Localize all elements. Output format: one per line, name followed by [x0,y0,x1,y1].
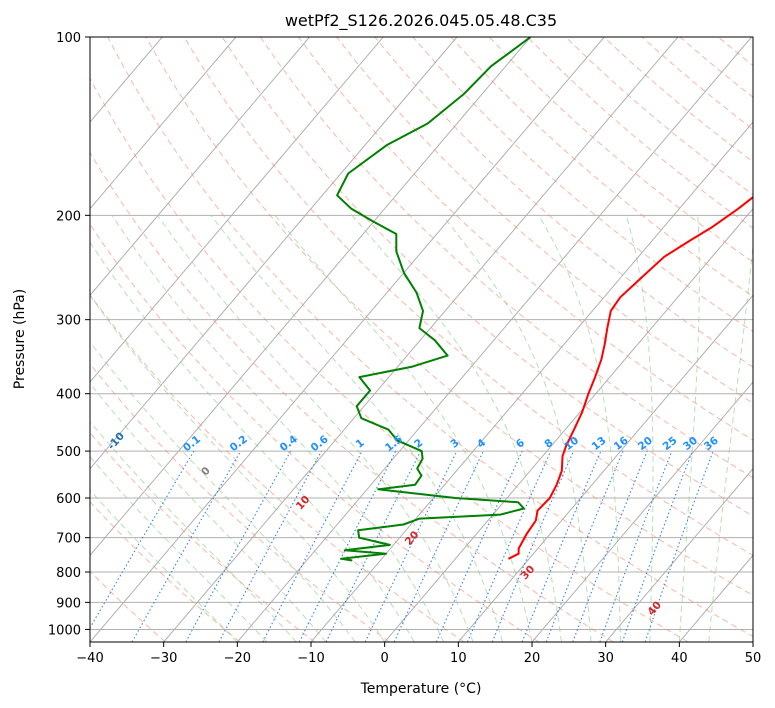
isotherm [90,37,237,210]
x-tick-label: −20 [224,651,251,666]
mixing-ratio-line [599,450,673,642]
moist-adiabat [90,489,238,642]
mixing-ratio-line [218,450,322,642]
moist-adiabat [708,240,753,642]
x-tick-label: 20 [524,651,541,666]
isotherm [90,37,384,383]
sounding-profiles [336,37,753,562]
dry-adiabat [90,223,540,642]
moist-adiabat [90,382,327,642]
x-tick-label: 50 [745,651,762,666]
dry-adiabat [107,37,753,638]
y-tick-label: 600 [56,492,81,507]
chart-title: wetPf2_S126.2026.045.05.48.C35 [285,11,557,31]
mixing-ratio-lines [90,450,714,642]
dry-adiabat [221,37,753,517]
moist-adiabat [157,215,474,642]
isotherm [236,37,752,642]
isotherm [605,467,753,642]
moist-adiabat [90,456,268,642]
isotherm [310,121,753,642]
mixing-ratio-line [466,450,552,642]
x-tick-label: 10 [450,651,467,666]
dry-adiabat [90,363,390,642]
moist-adiabat [90,420,297,642]
x-tick-label: 0 [381,651,389,666]
dry-adiabat [90,293,465,642]
x-tick-label: −40 [76,651,103,666]
moist-adiabat [678,215,700,642]
moist-adiabat [111,215,445,642]
moist-adiabat [90,241,415,642]
dewpoint-profile [336,37,532,562]
dry-adiabat [412,37,753,333]
isotherm [163,37,679,642]
mixing-ratio-line [521,450,602,642]
mixing-ratio-line [298,450,397,642]
moist-adiabat [274,214,533,642]
x-tick-label: −10 [297,651,324,666]
moist-adiabat [210,214,503,642]
y-tick-label: 1000 [48,623,81,638]
y-tick-label: 400 [56,388,81,403]
moist-adiabat [90,294,386,642]
y-tick-label: 200 [56,209,81,224]
isotherm [90,37,310,297]
isotherm [384,207,753,642]
isotherm [90,37,458,470]
y-tick-label: 100 [56,31,81,46]
mixing-ratio-line [325,450,422,642]
moist-adiabat [538,215,621,642]
mixing-ratio-line [185,450,292,642]
x-tick-label: 30 [597,651,614,666]
y-tick-label: 700 [56,532,81,547]
dry-adiabat [90,501,241,642]
moist-adiabat [625,215,654,642]
dry-adiabat [90,432,316,642]
dry-adiabat [145,37,753,597]
mixing-ratio-line [621,450,693,642]
dry-adiabat [183,37,753,556]
temperature-profile [507,195,753,560]
mixing-ratio-line [572,450,648,642]
x-axis: −40 −30 −20 −10 0 10 20 30 40 50 [76,642,761,666]
y-tick-label: 300 [56,314,81,329]
y-axis: 1000 900 800 700 600 500 400 300 200 100 [48,31,90,638]
mixing-ratio-line [644,450,714,642]
y-tick-label: 500 [56,445,81,460]
x-axis-label: Temperature (°C) [360,681,482,697]
dry-adiabat [90,570,166,642]
dry-adiabat [450,37,753,298]
mixing-ratio-line [491,450,575,642]
isotherm [90,37,605,642]
x-tick-label: −30 [150,651,177,666]
dry-adiabat [90,77,689,642]
x-tick-label: 40 [671,651,688,666]
plot-frame [89,36,754,643]
y-axis-label: Pressure (hPa) [12,289,28,389]
isotherm [90,37,531,557]
mixing-ratio-line [435,450,523,642]
y-tick-label: 800 [56,566,81,581]
y-tick-label: 900 [56,596,81,611]
mixing-ratio-line [545,450,624,642]
moist-adiabats [90,214,753,642]
